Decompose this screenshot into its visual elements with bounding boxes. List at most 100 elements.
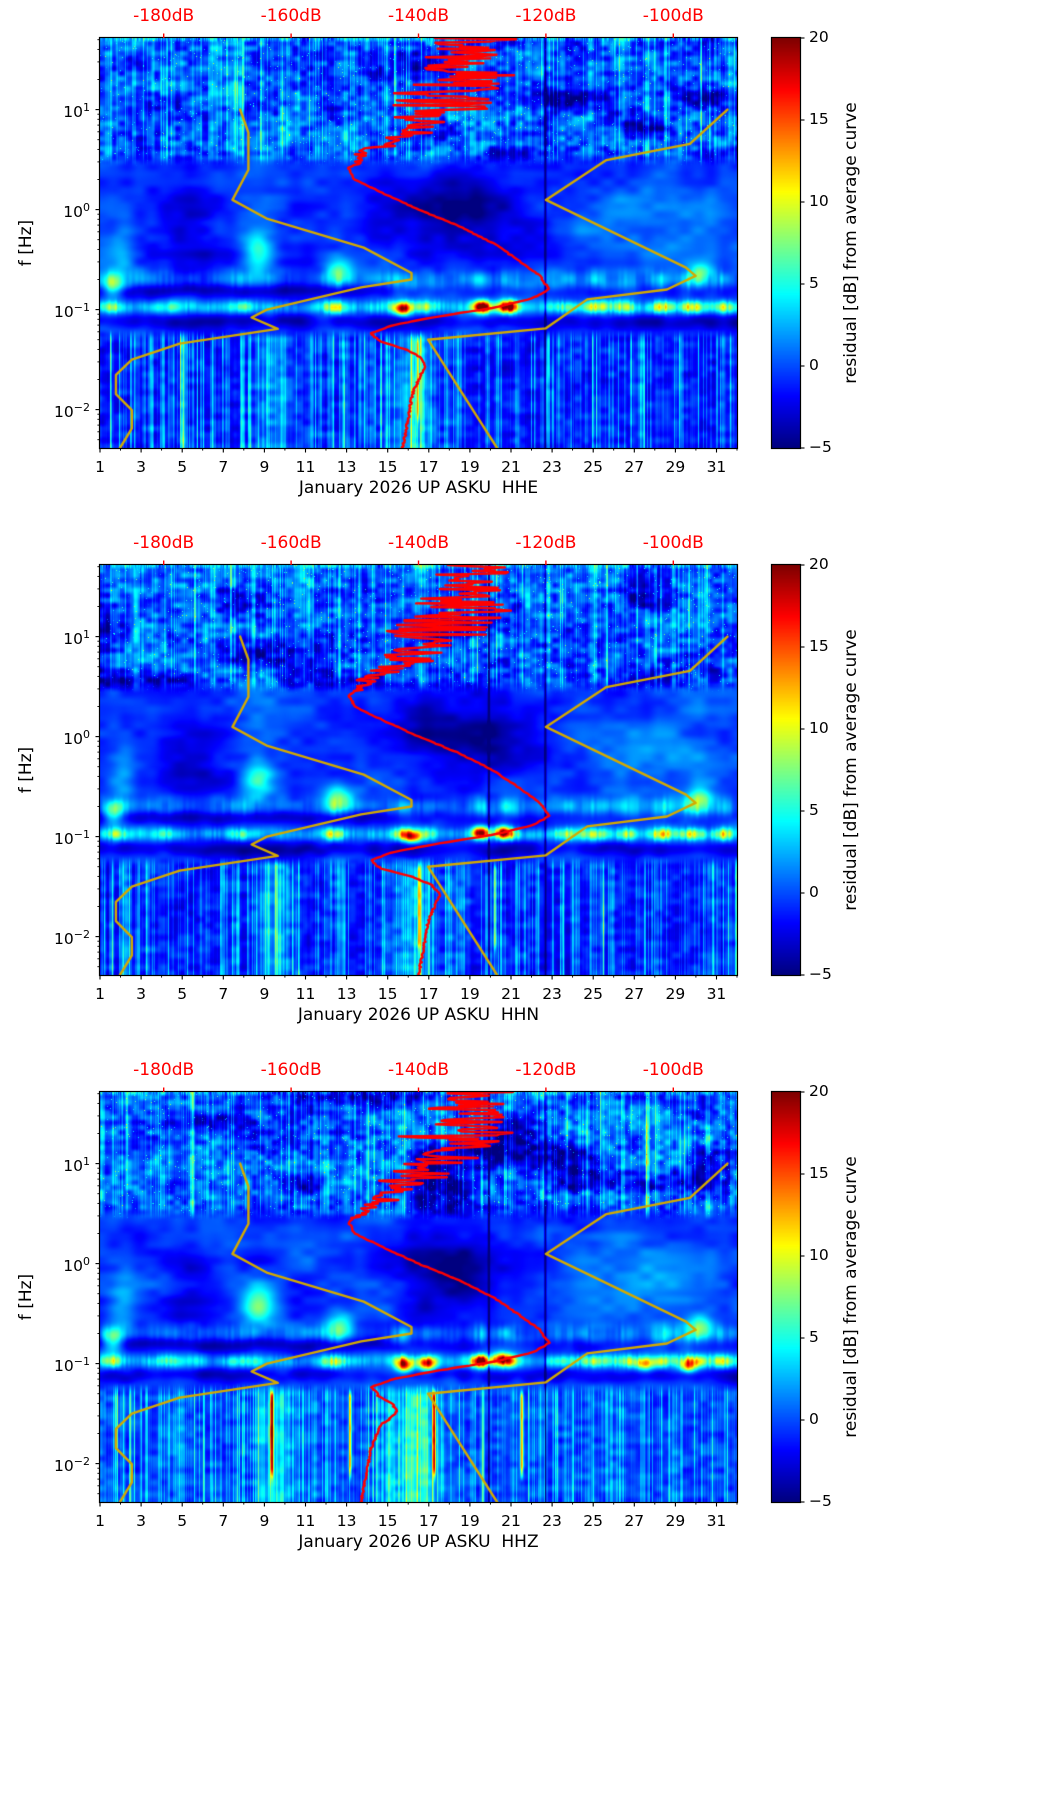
x-tick-label: 3 [136, 1512, 147, 1530]
top-axis-db-label: -140dB [387, 6, 450, 26]
colorbar-tick-label: 15 [809, 637, 829, 655]
x-tick-label: 7 [218, 1512, 229, 1530]
y-tick-exponent: −2 [73, 1454, 90, 1468]
x-tick-label: 23 [542, 985, 562, 1003]
top-axis-db-label: -160dB [260, 1060, 322, 1080]
x-tick-label: 5 [177, 458, 188, 476]
top-axis-db-label: -100dB [642, 6, 704, 26]
top-axis-db-label: -140dB [387, 1060, 450, 1080]
x-tick-label: 25 [583, 1512, 604, 1530]
x-tick-label: 5 [177, 1512, 188, 1530]
x-tick-label: 13 [336, 1512, 357, 1530]
y-tick-exponent: 1 [83, 100, 90, 114]
x-tick-label: 11 [295, 458, 316, 476]
x-tick-label: 17 [418, 985, 439, 1003]
y-tick-exponent: 0 [83, 200, 90, 214]
colorbar-tick-label: 5 [809, 274, 819, 292]
x-tick-label: 27 [624, 458, 645, 476]
x-tick-label: 15 [377, 458, 398, 476]
x-tick-label: 29 [665, 985, 686, 1003]
x-tick-label: 21 [501, 985, 521, 1003]
spectrogram-heatmap [100, 565, 737, 975]
x-tick-label: 21 [501, 458, 521, 476]
x-tick-label: 5 [177, 985, 188, 1003]
y-tick-label: 10−2 [54, 400, 90, 421]
x-tick-label: 27 [624, 1512, 645, 1530]
x-tick-label: 19 [459, 1512, 480, 1530]
colorbar-label: residual [dB] from average curve [841, 629, 861, 911]
colorbar-label: residual [dB] from average curve [841, 102, 861, 384]
top-axis-db-label: -100dB [642, 533, 704, 553]
y-tick-exponent: 0 [83, 727, 90, 741]
top-axis-db-label: -120dB [515, 6, 577, 26]
x-tick-label: 3 [136, 985, 147, 1003]
colorbar-tick-label: 5 [809, 801, 819, 819]
y-tick-exponent: 1 [83, 627, 90, 641]
y-axis-label: f [Hz] [16, 219, 36, 267]
y-tick-exponent: 0 [83, 1254, 90, 1268]
x-tick-label: 7 [218, 458, 229, 476]
colorbar-tick-label: 15 [809, 110, 829, 128]
spectrogram-panel-hhe: -180dB -160dB -140dB -120dB -100dB 101 100 10−… [0, 0, 1052, 602]
x-axis-label: January 2026 UP ASKU HHN [297, 1005, 540, 1025]
colorbar-gradient [772, 38, 800, 448]
x-tick-label: 13 [336, 458, 357, 476]
colorbar-tick-label: 15 [809, 1164, 829, 1182]
top-axis-db-label: -180dB [133, 6, 195, 26]
colorbar-tick-label: 5 [809, 1328, 819, 1346]
y-tick-exponent: −1 [73, 1354, 90, 1368]
top-axis-db-label: -120dB [515, 533, 577, 553]
colorbar-tick-label: 20 [809, 555, 829, 573]
x-tick-label: 1 [95, 458, 105, 476]
y-tick-label: 101 [63, 627, 90, 648]
y-tick-label: 10−1 [54, 300, 90, 321]
x-tick-label: 31 [706, 458, 727, 476]
x-tick-label: 3 [136, 458, 147, 476]
colorbar-tick-label: 0 [809, 1410, 819, 1428]
x-tick-label: 15 [377, 1512, 398, 1530]
colorbar-tick-label: −5 [809, 965, 832, 983]
x-tick-label: 31 [706, 1512, 727, 1530]
y-tick-exponent: −1 [73, 827, 90, 841]
axes-frame-and-ticks [95, 33, 805, 453]
x-tick-label: 31 [706, 985, 727, 1003]
colorbar-tick-label: 10 [809, 1246, 829, 1264]
x-axis-label: January 2026 UP ASKU HHE [298, 478, 539, 498]
colorbar-tick-label: −5 [809, 438, 832, 456]
top-axis-db-label: -100dB [642, 1060, 704, 1080]
x-tick-label: 11 [295, 1512, 316, 1530]
spectrogram-panel-hhz: -180dB -160dB -140dB -120dB -100dB 101 100 10−… [0, 1054, 1052, 1656]
x-tick-label: 17 [418, 1512, 439, 1530]
x-tick-label: 27 [624, 985, 645, 1003]
x-tick-label: 29 [665, 458, 686, 476]
y-tick-label: 10−1 [54, 827, 90, 848]
colorbar-tick-label: 10 [809, 719, 829, 737]
colorbar-label: residual [dB] from average curve [841, 1156, 861, 1438]
x-tick-label: 1 [95, 985, 105, 1003]
x-axis-label: January 2026 UP ASKU HHZ [298, 1532, 539, 1552]
x-tick-label: 9 [259, 1512, 270, 1530]
x-tick-label: 29 [665, 1512, 686, 1530]
y-tick-label: 100 [63, 727, 90, 748]
x-tick-label: 11 [295, 985, 316, 1003]
top-axis-db-label: -160dB [260, 533, 322, 553]
axes-frame-and-ticks [95, 560, 805, 980]
x-tick-label: 1 [95, 1512, 105, 1530]
spectrogram-heatmap [100, 1092, 737, 1502]
colorbar-tick-label: 0 [809, 356, 819, 374]
y-tick-exponent: −1 [73, 300, 90, 314]
spectrogram-heatmap [100, 38, 737, 448]
x-tick-label: 9 [259, 458, 270, 476]
x-tick-label: 21 [501, 1512, 521, 1530]
y-axis-label: f [Hz] [16, 746, 36, 794]
axes-frame-and-ticks [95, 1087, 805, 1507]
x-tick-label: 23 [542, 1512, 562, 1530]
colorbar-tick-label: −5 [809, 1492, 832, 1510]
y-tick-label: 10−2 [54, 1454, 90, 1475]
colorbar-gradient [772, 565, 800, 975]
x-tick-label: 25 [583, 985, 604, 1003]
spectrogram-panel-hhn: -180dB -160dB -140dB -120dB -100dB 101 100 10−… [0, 527, 1052, 1129]
y-tick-exponent: −2 [73, 400, 90, 414]
y-tick-label: 10−1 [54, 1354, 90, 1375]
